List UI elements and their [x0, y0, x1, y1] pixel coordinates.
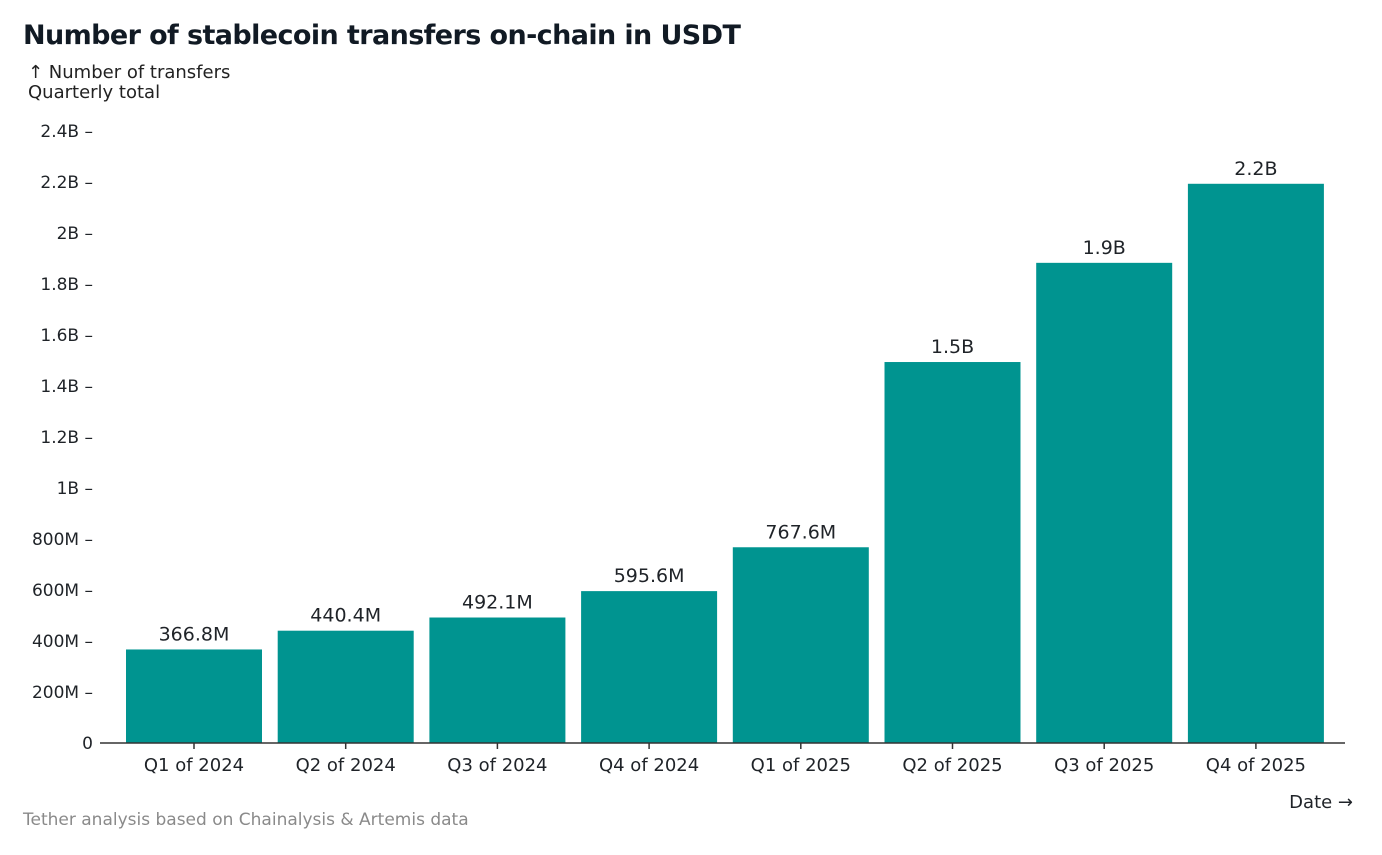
y-tick-label: 1.6B –	[40, 326, 93, 346]
y-tick-label: 400M –	[32, 632, 93, 652]
y-tick-label: 2B –	[57, 224, 93, 244]
bar	[1036, 262, 1173, 743]
y-tick-label: 2.4B –	[40, 122, 93, 142]
x-tick-label: Q4 of 2025	[1206, 755, 1306, 776]
x-tick-label: Q4 of 2024	[599, 755, 699, 776]
bar	[1187, 183, 1324, 743]
y-tick-label: 0	[82, 734, 93, 754]
bar	[581, 591, 718, 743]
data-label: 492.1M	[462, 592, 533, 614]
data-label: 595.6M	[614, 565, 685, 587]
bar	[277, 630, 414, 743]
x-tick-label: Q2 of 2025	[902, 755, 1002, 776]
bar	[126, 649, 262, 743]
chart-title: Number of stablecoin transfers on-chain …	[23, 20, 741, 51]
y-tick-label: 2.2B –	[40, 173, 93, 193]
y-tick-label: 1B –	[57, 479, 93, 499]
data-label: 440.4M	[310, 605, 381, 627]
y-tick-label: 1.4B –	[40, 377, 93, 397]
y-tick-label: 600M –	[32, 581, 93, 601]
data-label: 767.6M	[765, 521, 836, 543]
y-tick-label: 800M –	[32, 530, 93, 550]
y-tick-label: 200M –	[32, 683, 93, 703]
x-axis-label: Date →	[1289, 792, 1353, 813]
data-label: 366.8M	[159, 623, 230, 645]
x-tick-label: Q1 of 2024	[144, 755, 244, 776]
data-label: 1.9B	[1083, 237, 1126, 259]
y-axis-label: ↑ Number of transfers	[28, 62, 231, 83]
bar	[732, 547, 869, 743]
x-tick-label: Q3 of 2025	[1054, 755, 1154, 776]
y-tick-label: 1.2B –	[40, 428, 93, 448]
bar	[884, 362, 1021, 743]
data-label: 2.2B	[1234, 158, 1277, 180]
x-tick-label: Q2 of 2024	[296, 755, 396, 776]
source-note: Tether analysis based on Chainalysis & A…	[23, 810, 469, 830]
data-label: 1.5B	[931, 336, 974, 358]
x-tick-label: Q3 of 2024	[447, 755, 547, 776]
bar	[429, 617, 566, 743]
y-tick-label: 1.8B –	[40, 275, 93, 295]
x-tick-label: Q1 of 2025	[751, 755, 851, 776]
y-axis-sublabel: Quarterly total	[28, 82, 161, 103]
